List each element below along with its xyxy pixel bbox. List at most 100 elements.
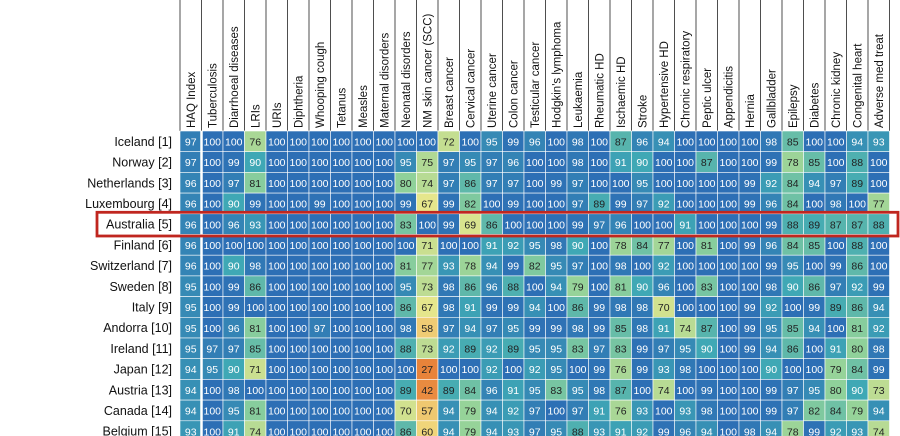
- cell-value: 99: [550, 178, 562, 190]
- cell-value: 79: [851, 406, 863, 418]
- cell-value: 100: [719, 261, 737, 273]
- cell-value: 100: [375, 136, 393, 148]
- cell-value: 95: [787, 261, 799, 273]
- cell-value: 100: [311, 343, 329, 355]
- column-header: Hypertensive HD: [659, 41, 671, 128]
- column-header: Chronic respiratory: [680, 31, 692, 128]
- cell-value: 92: [830, 426, 842, 436]
- cell-value: 100: [698, 261, 716, 273]
- cell-value: 96: [636, 136, 648, 148]
- cell-value: 100: [741, 281, 759, 293]
- cell-value: 100: [354, 406, 372, 418]
- cell-value: 96: [185, 199, 197, 211]
- cell-value: 90: [787, 281, 799, 293]
- cell-value: 90: [636, 281, 648, 293]
- cell-value: 100: [203, 136, 221, 148]
- cell-value: 73: [421, 281, 433, 293]
- cell-value: 84: [787, 199, 799, 211]
- cell-value: 94: [443, 406, 455, 418]
- cell-value: 97: [830, 178, 842, 190]
- cell-value: 99: [550, 323, 562, 335]
- cell-value: 92: [658, 199, 670, 211]
- cell-value: 100: [289, 240, 307, 252]
- cell-value: 99: [765, 385, 777, 397]
- cell-value: 99: [636, 343, 648, 355]
- cell-value: 96: [185, 261, 197, 273]
- cell-value: 100: [354, 426, 372, 436]
- cell-value: 100: [289, 136, 307, 148]
- cell-value: 57: [421, 406, 433, 418]
- cell-value: 100: [311, 178, 329, 190]
- cell-value: 100: [848, 199, 866, 211]
- cell-value: 86: [400, 426, 412, 436]
- cell-value: 87: [615, 136, 627, 148]
- cell-value: 100: [332, 302, 350, 314]
- cell-value: 100: [268, 178, 286, 190]
- cell-value: 99: [572, 219, 584, 231]
- cell-value: 99: [443, 219, 455, 231]
- highlight-row-box: [95, 210, 900, 238]
- cell-value: 97: [443, 157, 455, 169]
- cell-value: 100: [311, 157, 329, 169]
- cell-value: 100: [268, 219, 286, 231]
- cell-value: 100: [203, 323, 221, 335]
- cell-value: 100: [719, 385, 737, 397]
- cell-value: 100: [547, 302, 565, 314]
- cell-value: 100: [354, 157, 372, 169]
- cell-value: 85: [615, 323, 627, 335]
- column-header: Whooping cough: [315, 42, 327, 128]
- cell-value: 100: [268, 385, 286, 397]
- cell-value: 100: [827, 240, 845, 252]
- cell-value: 72: [443, 136, 455, 148]
- cell-value: 70: [658, 302, 670, 314]
- cell-value: 100: [569, 364, 587, 376]
- cell-value: 94: [851, 136, 863, 148]
- cell-value: 100: [676, 261, 694, 273]
- cell-value: 84: [787, 240, 799, 252]
- row-label: Iceland [1]: [114, 135, 172, 149]
- cell-value: 99: [593, 323, 605, 335]
- cell-value: 100: [676, 281, 694, 293]
- cell-value: 96: [507, 157, 519, 169]
- cell-value: 100: [268, 199, 286, 211]
- cell-value: 97: [228, 343, 240, 355]
- cell-value: 84: [636, 240, 648, 252]
- cell-value: 99: [486, 302, 498, 314]
- column-header: NM skin cancer (SCC): [422, 13, 434, 128]
- cell-value: 96: [185, 240, 197, 252]
- cell-value: 86: [851, 261, 863, 273]
- cell-value: 98: [572, 157, 584, 169]
- cell-value: 100: [719, 302, 737, 314]
- cell-value: 79: [572, 281, 584, 293]
- cell-value: 83: [550, 385, 562, 397]
- cell-value: 95: [550, 343, 562, 355]
- cell-value: 99: [228, 157, 240, 169]
- cell-value: 91: [593, 406, 605, 418]
- cell-value: 98: [572, 136, 584, 148]
- cell-value: 99: [228, 281, 240, 293]
- cell-value: 91: [507, 385, 519, 397]
- cell-value: 100: [311, 281, 329, 293]
- cell-value: 100: [268, 323, 286, 335]
- cell-value: 100: [311, 136, 329, 148]
- cell-value: 98: [765, 281, 777, 293]
- cell-value: 78: [787, 157, 799, 169]
- cell-value: 100: [526, 199, 544, 211]
- column-header: Breast cancer: [444, 57, 456, 128]
- cell-value: 100: [655, 157, 673, 169]
- cell-value: 92: [529, 364, 541, 376]
- cell-value: 83: [615, 343, 627, 355]
- cell-value: 90: [249, 157, 261, 169]
- cell-value: 100: [526, 178, 544, 190]
- cell-value: 100: [268, 261, 286, 273]
- cell-value: 100: [676, 240, 694, 252]
- cell-value: 95: [529, 343, 541, 355]
- cell-value: 93: [443, 261, 455, 273]
- cell-value: 100: [268, 157, 286, 169]
- cell-value: 100: [354, 323, 372, 335]
- cell-value: 77: [658, 240, 670, 252]
- column-header: Adverse med treat: [874, 33, 886, 128]
- cell-value: 95: [400, 281, 412, 293]
- cell-value: 95: [400, 157, 412, 169]
- column-header: Ischaemic HD: [616, 56, 628, 128]
